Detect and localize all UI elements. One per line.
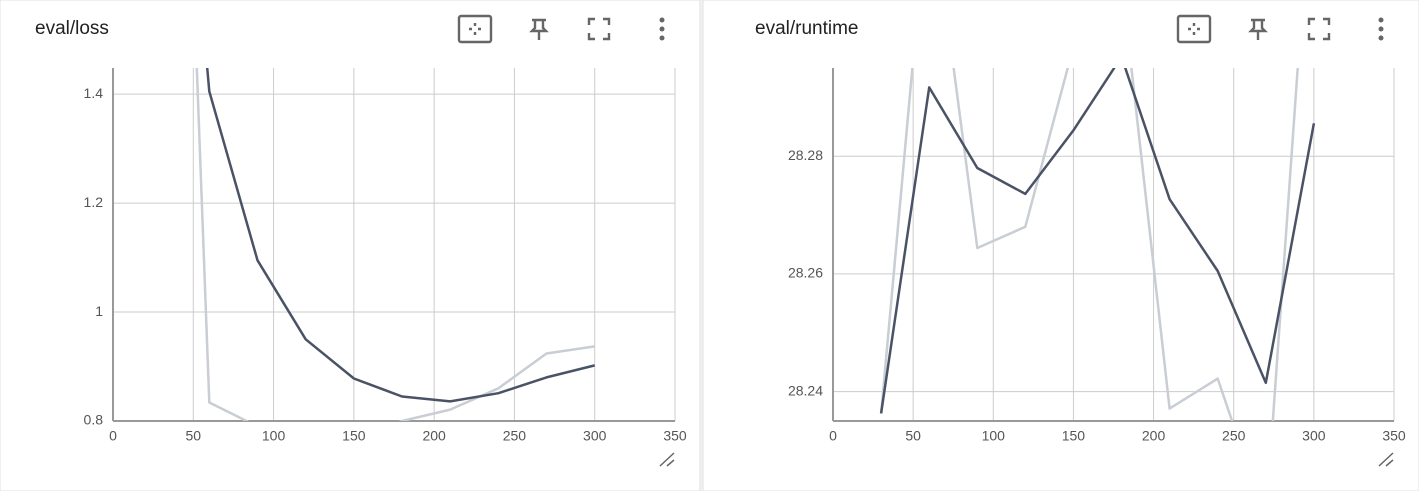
- toolbar: [457, 14, 1394, 467]
- plot-area: [195, 68, 596, 421]
- line-series: [205, 68, 596, 403]
- x-tick-label: 100: [982, 428, 1006, 444]
- fit-domain-button[interactable]: [1176, 14, 1212, 44]
- more-button[interactable]: [659, 17, 665, 41]
- x-tick-label: 50: [185, 428, 201, 444]
- plot-area: [879, 68, 1316, 421]
- resize-handle[interactable]: [659, 452, 675, 467]
- fullscreen-button[interactable]: [587, 17, 611, 41]
- x-tick-label: 250: [1222, 428, 1246, 444]
- line-series: [195, 68, 595, 421]
- chart-title: eval/loss: [35, 18, 109, 39]
- x-tick-label: 250: [503, 428, 527, 444]
- y-tick-label: 0.8: [84, 412, 104, 428]
- x-tick-label: 50: [905, 428, 921, 444]
- x-tick-label: 200: [422, 428, 446, 444]
- x-tick-label: 150: [1062, 428, 1086, 444]
- x-tick-label: 100: [262, 428, 286, 444]
- y-tick-label: 28.26: [788, 265, 823, 281]
- x-tick-label: 0: [829, 428, 837, 444]
- pin-button[interactable]: [529, 18, 549, 40]
- resize-handle[interactable]: [1378, 452, 1394, 467]
- card: [0, 0, 701, 491]
- fit-domain-button[interactable]: [457, 14, 493, 44]
- y-tick-label: 1: [95, 303, 103, 319]
- fullscreen-button[interactable]: [1307, 17, 1331, 41]
- pin-button[interactable]: [1248, 18, 1268, 40]
- y-tick-label: 1.2: [84, 194, 104, 210]
- x-tick-label: 0: [109, 428, 117, 444]
- line-series: [879, 68, 1316, 414]
- x-tick-label: 200: [1142, 428, 1166, 444]
- x-tick-label: 300: [583, 428, 607, 444]
- card: [702, 0, 1419, 491]
- more-button[interactable]: [1378, 17, 1384, 41]
- x-tick-label: 350: [663, 428, 687, 444]
- x-tick-label: 350: [1382, 428, 1406, 444]
- y-tick-label: 1.4: [84, 85, 104, 101]
- x-tick-label: 300: [1302, 428, 1326, 444]
- y-tick-label: 28.24: [788, 382, 823, 398]
- chart-title: eval/runtime: [755, 18, 859, 39]
- y-tick-label: 28.28: [788, 147, 823, 163]
- x-tick-label: 150: [342, 428, 366, 444]
